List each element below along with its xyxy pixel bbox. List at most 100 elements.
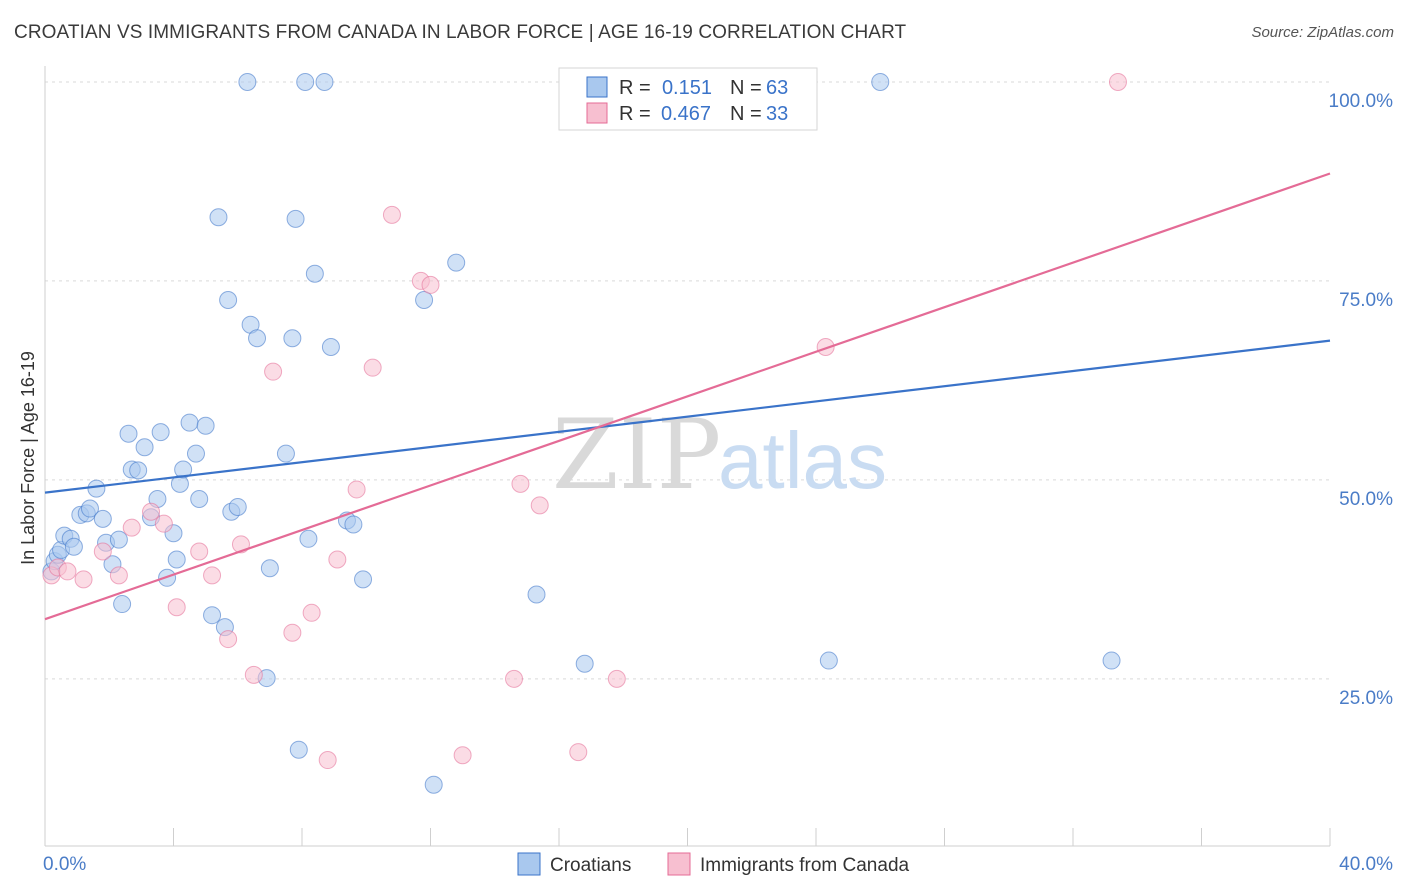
- croatians-point: [80, 499, 99, 518]
- x-tick-label: 40.0%: [1339, 854, 1393, 875]
- immigrants-point: [58, 562, 77, 581]
- watermark-zip: ZIP: [552, 399, 721, 511]
- croatians-point: [228, 497, 247, 516]
- legend-n-value-1: 63: [766, 77, 788, 99]
- croatians-point: [64, 537, 83, 556]
- legend-swatch-croatians: [586, 76, 608, 98]
- croatians-point: [238, 72, 257, 91]
- legend-r-label-1: R =: [619, 77, 651, 99]
- chart-title: CROATIAN VS IMMIGRANTS FROM CANADA IN LA…: [14, 22, 907, 43]
- croatians-point: [135, 438, 154, 457]
- y-tick-label: 75.0%: [1339, 290, 1393, 311]
- y-tick-labels: 100.0% 75.0% 50.0% 25.0%: [1329, 91, 1394, 709]
- immigrants-point: [93, 542, 112, 561]
- y-tick-label: 25.0%: [1339, 688, 1393, 709]
- legend-n-label-2: N =: [730, 103, 762, 125]
- croatians-point: [129, 461, 148, 480]
- legend-r-label-2: R =: [619, 103, 651, 125]
- croatians-point: [315, 72, 334, 91]
- immigrants-point: [505, 669, 524, 688]
- immigrants-point: [203, 566, 222, 585]
- legend-r-value-1: 0.151: [662, 77, 712, 99]
- immigrants-point: [283, 623, 302, 642]
- immigrants-point: [453, 746, 472, 765]
- croatians-point: [180, 413, 199, 432]
- immigrants-point: [190, 542, 209, 561]
- immigrants-point: [219, 630, 238, 649]
- croatians-trend-line: [44, 339, 1331, 494]
- watermark-atlas: atlas: [718, 416, 887, 505]
- croatians-point: [527, 585, 546, 604]
- croatians-point: [819, 651, 838, 670]
- croatians-point: [87, 479, 106, 498]
- series-swatch-croatians: [517, 852, 541, 876]
- immigrants-point: [530, 496, 549, 515]
- watermark: ZIP atlas: [552, 399, 887, 511]
- croatians-point: [186, 444, 205, 463]
- immigrants-point: [122, 518, 141, 537]
- croatians-point: [248, 329, 267, 348]
- immigrants-point: [167, 598, 186, 617]
- immigrants-point: [142, 502, 161, 521]
- croatians-point: [871, 72, 890, 91]
- croatians-point: [447, 253, 466, 272]
- immigrants-point: [328, 550, 347, 569]
- series-swatch-immigrants: [667, 852, 691, 876]
- immigrants-point: [264, 362, 283, 381]
- immigrants-point: [569, 743, 588, 762]
- x-tick-labels: 0.0% 40.0%: [43, 854, 1393, 875]
- y-axis-label: In Labor Force | Age 16-19: [18, 351, 38, 565]
- series-label-croatians: Croatians: [550, 855, 631, 876]
- immigrants-point: [816, 337, 835, 356]
- croatians-point: [93, 509, 112, 528]
- croatians-point: [289, 740, 308, 759]
- immigrants-point: [1108, 72, 1127, 91]
- source-credit: Source: ZipAtlas.com: [1251, 24, 1394, 41]
- legend-swatch-immigrants: [586, 102, 608, 124]
- immigrants-point: [511, 474, 530, 493]
- y-tick-label: 100.0%: [1329, 91, 1394, 112]
- croatians-point: [219, 291, 238, 310]
- croatians-point: [1102, 651, 1121, 670]
- immigrants-point: [74, 570, 93, 589]
- croatians-point: [209, 208, 228, 227]
- croatians-point: [151, 423, 170, 442]
- croatians-point: [415, 291, 434, 310]
- croatians-point: [354, 570, 373, 589]
- croatians-point: [321, 337, 340, 356]
- series-label-immigrants: Immigrants from Canada: [700, 855, 910, 876]
- immigrants-point: [421, 275, 440, 294]
- croatians-point: [305, 264, 324, 283]
- immigrants-point: [347, 480, 366, 499]
- croatians-point: [196, 416, 215, 435]
- gridlines: [45, 81, 1330, 680]
- immigrants-point: [109, 566, 128, 585]
- immigrants-point: [607, 669, 626, 688]
- series-legend: Croatians Immigrants from Canada: [517, 852, 910, 876]
- croatians-point: [299, 529, 318, 548]
- y-tick-label: 50.0%: [1339, 489, 1393, 510]
- croatians-point: [113, 595, 132, 614]
- croatians-point: [344, 515, 363, 534]
- immigrants-point: [302, 603, 321, 622]
- croatians-point: [119, 424, 138, 443]
- trend-lines: [44, 172, 1331, 621]
- croatians-point: [109, 530, 128, 549]
- legend-n-value-2: 33: [766, 103, 788, 125]
- immigrants-trend-line: [44, 172, 1331, 621]
- immigrants-point: [318, 751, 337, 770]
- legend-r-value-2: 0.467: [661, 103, 711, 125]
- x-tick-label: 0.0%: [43, 854, 86, 875]
- croatians-point: [283, 329, 302, 348]
- croatians-point: [296, 72, 315, 91]
- legend-n-label-1: N =: [730, 77, 762, 99]
- croatians-point: [167, 550, 186, 569]
- legend: R = 0.151 N = 63 R = 0.467 N = 33: [558, 67, 818, 131]
- axes: [44, 66, 1331, 847]
- data-points: [42, 72, 1127, 794]
- croatians-point: [203, 606, 222, 625]
- immigrants-point: [363, 358, 382, 377]
- croatians-point: [424, 775, 443, 794]
- croatians-point: [575, 654, 594, 673]
